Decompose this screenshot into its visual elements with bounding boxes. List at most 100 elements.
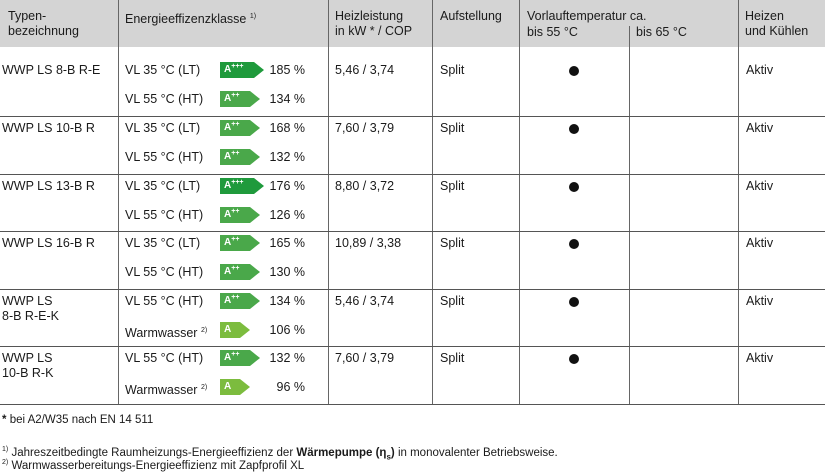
product-name-line: WWP LS 13-B R xyxy=(2,179,95,193)
header-installation: Aufstellung xyxy=(440,9,502,23)
installation-type: Split xyxy=(440,179,465,193)
efficiency-label-text: VL 55 °C (HT) xyxy=(125,294,204,308)
heat-output-cop: 5,46 / 3,74 xyxy=(335,294,395,308)
efficiency-label-text: VL 55 °C (HT) xyxy=(125,208,204,222)
installation-type: Split xyxy=(440,63,465,77)
efficiency-percent: 126 % xyxy=(269,208,305,222)
heating-cooling: Aktiv xyxy=(746,63,774,77)
energy-class-plus: +++ xyxy=(231,179,244,186)
footnote-1: 1) Jahreszeitbedingte Raumheizungs-Energ… xyxy=(2,446,558,462)
efficiency-percent: 132 % xyxy=(269,351,305,365)
efficiency-percent: 132 % xyxy=(269,150,305,164)
energy-class-badge: A++ xyxy=(220,350,260,366)
installation-type: Split xyxy=(440,351,465,365)
energy-class-badge: A++ xyxy=(220,207,260,223)
energy-class-letter: A xyxy=(224,180,232,191)
flow-55-dot xyxy=(569,239,579,249)
heat-output-cop: 10,89 / 3,38 xyxy=(335,236,402,250)
heat-output-cop: 7,60 / 3,79 xyxy=(335,121,395,135)
efficiency-label: VL 55 °C (HT) xyxy=(125,265,203,280)
energy-class-badge: A++ xyxy=(220,149,260,165)
heat-output-cop: 5,46 / 3,74 xyxy=(335,63,395,77)
energy-class-plus: ++ xyxy=(231,121,240,128)
efficiency-label: VL 35 °C (LT) xyxy=(125,236,200,251)
energy-class-letter: A xyxy=(224,93,232,104)
heat-output-cop: 8,80 / 3,72 xyxy=(335,179,395,193)
energy-class-plus: ++ xyxy=(231,92,240,99)
product-name-line: 10-B R-K xyxy=(2,366,54,380)
efficiency-label: VL 35 °C (LT) xyxy=(125,63,200,78)
energy-class-letter: A xyxy=(224,151,232,162)
installation-type: Split xyxy=(440,121,465,135)
flow-55-dot xyxy=(569,297,579,307)
row-divider xyxy=(0,116,825,117)
header-flow-55: bis 55 °C xyxy=(527,25,578,39)
efficiency-label-text: Warmwasser xyxy=(125,326,198,341)
footnote-ref: 2) xyxy=(200,384,208,391)
product-name-line: 8-B R-E-K xyxy=(2,309,59,323)
energy-class-plus: ++ xyxy=(231,351,240,358)
efficiency-label: VL 55 °C (HT) xyxy=(125,92,203,107)
header-heat-output: Heizleistung in kW * / COP xyxy=(335,9,413,38)
product-name-line: WWP LS xyxy=(2,351,53,365)
row-divider xyxy=(0,404,825,405)
heating-cooling: Aktiv xyxy=(746,236,774,250)
flow-55-dot xyxy=(569,354,579,364)
efficiency-percent: 134 % xyxy=(269,92,305,106)
row-divider xyxy=(0,174,825,175)
heating-cooling: Aktiv xyxy=(746,179,774,193)
energy-class-letter: A xyxy=(224,64,232,75)
row-divider xyxy=(0,231,825,232)
installation-type: Split xyxy=(440,236,465,250)
product-name: WWP LS 8-B R-E-K xyxy=(2,294,59,324)
energy-class-plus: ++ xyxy=(231,150,240,157)
column-divider xyxy=(432,0,433,404)
footnote-star: * bei A2/W35 nach EN 14 511 xyxy=(2,414,154,426)
efficiency-label: VL 55 °C (HT) xyxy=(125,208,203,223)
energy-class-badge: A++ xyxy=(220,264,260,280)
efficiency-label-text: VL 35 °C (LT) xyxy=(125,236,201,250)
efficiency-percent: 165 % xyxy=(269,236,305,250)
product-name: WWP LS 16-B R xyxy=(2,236,95,251)
flow-55-dot xyxy=(569,124,579,134)
heating-cooling: Aktiv xyxy=(746,121,774,135)
efficiency-label-text: VL 55 °C (HT) xyxy=(125,92,204,106)
energy-class-letter: A xyxy=(224,295,232,306)
column-divider xyxy=(328,0,329,404)
efficiency-label-text: Warmwasser xyxy=(125,383,198,398)
heat-output-cop: 7,60 / 3,79 xyxy=(335,351,395,365)
product-name-line: WWP LS 8-B R-E xyxy=(2,63,101,77)
header-energy-class: Energieeffizenzklasse 1) xyxy=(125,12,257,27)
energy-class-badge: A+++ xyxy=(220,62,264,78)
efficiency-label: Warmwasser 2) xyxy=(125,323,207,341)
efficiency-label: Warmwasser 2) xyxy=(125,380,207,398)
energy-class-letter: A xyxy=(224,209,232,220)
efficiency-label-text: VL 35 °C (LT) xyxy=(125,121,201,135)
energy-class-plus: +++ xyxy=(231,63,244,70)
header-cooling: Heizen und Kühlen xyxy=(745,9,809,38)
column-divider xyxy=(629,26,630,404)
efficiency-label: VL 55 °C (HT) xyxy=(125,294,203,309)
efficiency-percent: 96 % xyxy=(276,380,306,394)
efficiency-percent: 134 % xyxy=(269,294,305,308)
header-flow-temp: Vorlauftemperatur ca. xyxy=(527,9,647,23)
energy-class-badge: A++ xyxy=(220,235,260,251)
product-name: WWP LS 13-B R xyxy=(2,179,95,194)
heating-cooling: Aktiv xyxy=(746,294,774,308)
flow-55-dot xyxy=(569,182,579,192)
energy-class-letter: A xyxy=(224,122,232,133)
efficiency-label: VL 35 °C (LT) xyxy=(125,179,200,194)
energy-class-letter: A xyxy=(224,324,232,335)
energy-class-badge: A xyxy=(220,379,250,395)
heating-cooling: Aktiv xyxy=(746,351,774,365)
product-name: WWP LS 10-B R xyxy=(2,121,95,136)
product-name-line: WWP LS 16-B R xyxy=(2,236,95,250)
footnote-ref: 2) xyxy=(200,327,208,334)
energy-class-letter: A xyxy=(224,266,232,277)
installation-type: Split xyxy=(440,294,465,308)
energy-class-letter: A xyxy=(224,237,232,248)
energy-class-plus: ++ xyxy=(231,294,240,301)
energy-class-badge: A++ xyxy=(220,293,260,309)
efficiency-percent: 130 % xyxy=(269,265,305,279)
energy-class-badge: A xyxy=(220,322,250,338)
